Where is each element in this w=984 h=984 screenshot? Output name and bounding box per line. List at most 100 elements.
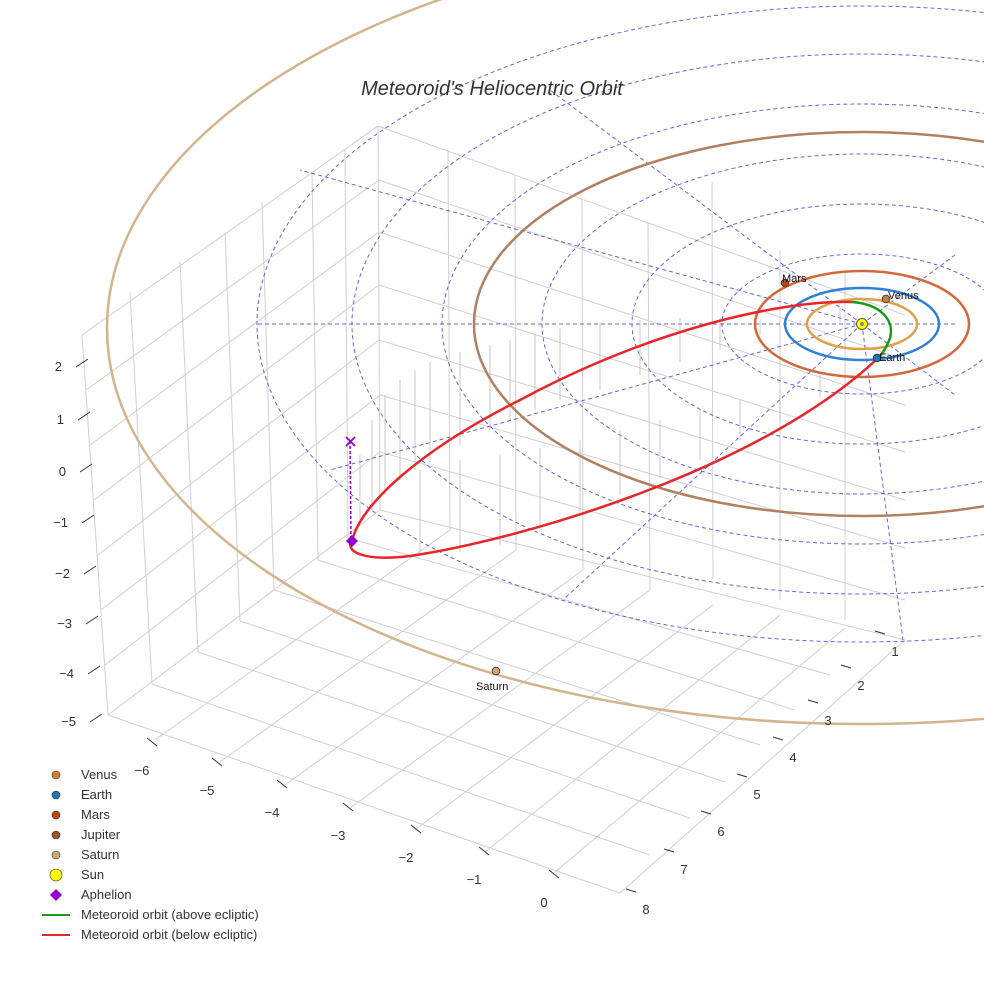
orbit-jupiter bbox=[472, 130, 984, 518]
grid-line bbox=[219, 549, 517, 763]
grid-line bbox=[379, 451, 906, 601]
grid-line bbox=[89, 231, 380, 446]
axis-ticks: 2 1 0 −1 −2 −3 −4 −5 −6 −5 −4 −3 −2 −1 0 1 2 3 4 5 6 7 8 bbox=[53, 358, 899, 917]
y-tick-label: 5 bbox=[753, 787, 760, 802]
x-tick-label: −4 bbox=[265, 805, 280, 820]
y-tick-label: 7 bbox=[680, 862, 687, 877]
aphelion-group bbox=[345, 436, 358, 547]
legend-label: Sun bbox=[81, 867, 104, 882]
bodies: Venus Earth Mars Saturn bbox=[476, 273, 919, 693]
y-tick-label: 2 bbox=[857, 678, 864, 693]
x-tick-mark bbox=[211, 757, 223, 767]
grid-line bbox=[97, 339, 380, 556]
x-tick-mark bbox=[146, 737, 158, 747]
legend-label: Saturn bbox=[81, 847, 119, 862]
orbit-earth bbox=[783, 286, 941, 362]
meteoroid-orbit-below bbox=[349, 300, 879, 559]
ecliptic-spoke bbox=[329, 323, 863, 471]
venus-label: Venus bbox=[888, 290, 919, 302]
z-tick-mark bbox=[79, 463, 93, 473]
legend-label: Meteoroid orbit (below ecliptic) bbox=[81, 927, 257, 942]
mars-marker bbox=[780, 278, 790, 288]
z-tick-label: −2 bbox=[55, 566, 70, 581]
grid-line bbox=[447, 149, 451, 531]
y-tick-mark bbox=[807, 699, 819, 704]
legend-label: Meteoroid orbit (above ecliptic) bbox=[81, 907, 259, 922]
z-tick-label: 0 bbox=[59, 464, 66, 479]
z-tick-mark bbox=[89, 713, 103, 723]
grid-line bbox=[344, 149, 349, 539]
legend: Venus Earth Mars Jupiter Saturn Sun Aphelion Me… bbox=[42, 767, 259, 942]
z-tick-mark bbox=[75, 358, 89, 368]
sun-core bbox=[860, 322, 864, 326]
x-tick-label: 0 bbox=[540, 895, 547, 910]
legend-item: Mars bbox=[51, 807, 110, 822]
y-tick-label: 8 bbox=[642, 902, 649, 917]
grid-line bbox=[554, 627, 846, 873]
aphelion-projection-x bbox=[345, 436, 356, 447]
grid-line bbox=[107, 714, 621, 894]
grid-line bbox=[379, 509, 906, 641]
y-tick-label: 1 bbox=[891, 644, 898, 659]
grid-line bbox=[154, 529, 451, 741]
x-tick-mark bbox=[276, 779, 288, 789]
y-tick-mark bbox=[736, 773, 748, 778]
ecliptic-ring bbox=[256, 5, 984, 643]
legend-item: Meteoroid orbit (above ecliptic) bbox=[42, 907, 259, 922]
x-tick-mark bbox=[342, 802, 354, 812]
y-tick-mark bbox=[772, 736, 784, 741]
orbit-mars bbox=[753, 269, 971, 379]
grid-line bbox=[93, 284, 380, 501]
chart-title: Meteoroid's Heliocentric Orbit bbox=[361, 78, 624, 100]
legend-label: Mars bbox=[81, 807, 110, 822]
z-tick-mark bbox=[87, 665, 101, 675]
legend-item: Saturn bbox=[51, 847, 119, 862]
y-tick-mark bbox=[874, 630, 886, 635]
grid-line bbox=[414, 604, 714, 831]
grid-line bbox=[284, 569, 584, 786]
grid-line bbox=[378, 231, 906, 406]
x-tick-mark bbox=[548, 869, 560, 879]
legend-marker bbox=[51, 830, 61, 840]
legend-label: Earth bbox=[81, 787, 112, 802]
legend-marker bbox=[51, 810, 61, 820]
legend-item: Earth bbox=[51, 787, 112, 802]
grid-line bbox=[347, 537, 831, 676]
grid-line bbox=[377, 125, 906, 316]
ecliptic-spoke bbox=[549, 89, 863, 325]
x-tick-label: −5 bbox=[200, 783, 215, 798]
axis-box-grid bbox=[81, 125, 906, 894]
y-tick-mark bbox=[625, 888, 637, 893]
grid-line bbox=[647, 221, 651, 591]
z-tick-label: −3 bbox=[57, 616, 72, 631]
legend-marker bbox=[51, 850, 61, 860]
ecliptic-grid bbox=[256, 5, 984, 643]
grid-line bbox=[273, 589, 761, 746]
grid-line bbox=[107, 509, 381, 716]
x-tick-label: −3 bbox=[331, 828, 346, 843]
planet-orbits bbox=[105, 0, 984, 726]
legend-item: Meteoroid orbit (below ecliptic) bbox=[42, 927, 257, 942]
ecliptic-spoke bbox=[861, 323, 904, 641]
legend-marker bbox=[51, 770, 61, 780]
meteoroid-orbit bbox=[349, 300, 893, 559]
legend-item: Sun bbox=[49, 867, 104, 882]
grid-line bbox=[349, 589, 651, 809]
grid-line bbox=[239, 620, 726, 783]
y-tick-mark bbox=[663, 848, 675, 853]
z-tick-mark bbox=[81, 514, 95, 524]
y-tick-mark bbox=[700, 810, 712, 815]
grid-line bbox=[129, 291, 153, 685]
grid-line bbox=[317, 559, 796, 711]
z-tick-label: 2 bbox=[55, 359, 62, 374]
z-tick-mark bbox=[83, 565, 97, 575]
grid-line bbox=[514, 174, 517, 551]
z-tick-label: −5 bbox=[61, 714, 76, 729]
legend-label: Venus bbox=[81, 767, 118, 782]
grid-line bbox=[224, 231, 241, 622]
mars-label: Mars bbox=[782, 273, 807, 285]
z-tick-label: −1 bbox=[53, 515, 68, 530]
grid-line bbox=[581, 198, 584, 571]
y-tick-label: 4 bbox=[789, 750, 796, 765]
